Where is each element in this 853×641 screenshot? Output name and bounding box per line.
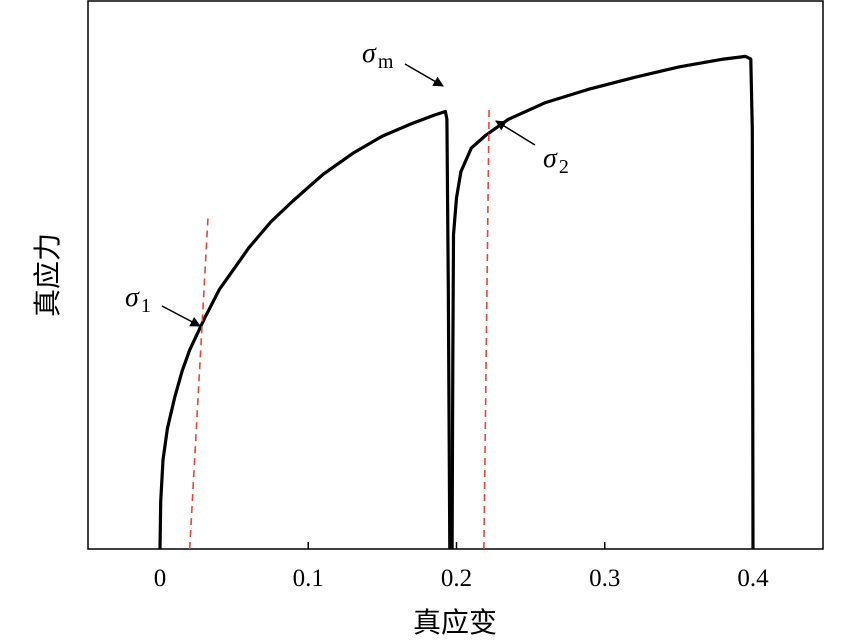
plot-frame — [87, 0, 824, 550]
x-axis: 0 0.1 0.2 0.3 0.4 — [154, 542, 769, 592]
annotation-arrow-1 — [161, 305, 201, 327]
stress-strain-curve-0 — [158, 109, 452, 550]
x-tick-label: 0.4 — [737, 565, 769, 592]
annotation-arrow-m — [404, 63, 444, 87]
stress-strain-curve-1 — [450, 54, 755, 550]
y-axis-title: 真应力 — [31, 233, 64, 317]
x-tick-label: 0.3 — [589, 565, 620, 592]
x-axis-title: 真应变 — [413, 606, 497, 639]
x-tick-label: 0 — [154, 565, 167, 592]
reference-dashed-line-2 — [188, 213, 209, 550]
annotation-arrow-2 — [495, 120, 536, 146]
x-tick-label: 0.2 — [441, 565, 472, 592]
series-group — [158, 54, 755, 550]
x-tick-label: 0.1 — [293, 565, 324, 592]
annotations: σ 1 σ m σ 2 — [125, 38, 569, 327]
reference-dashed-line-3 — [483, 108, 490, 550]
